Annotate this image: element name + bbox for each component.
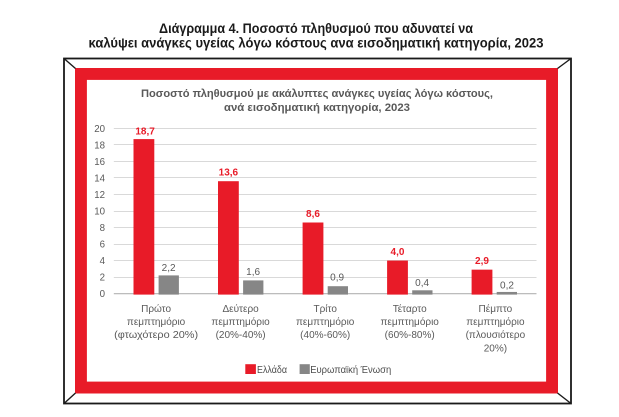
svg-text:πεμπτημόριο: πεμπτημόριο bbox=[381, 316, 440, 328]
svg-text:0,2: 0,2 bbox=[500, 281, 514, 292]
svg-text:0: 0 bbox=[100, 289, 106, 300]
svg-text:πεμπτημόριο: πεμπτημόριο bbox=[127, 316, 186, 328]
svg-text:πεμπτημόριο: πεμπτημόριο bbox=[211, 316, 270, 328]
svg-text:12: 12 bbox=[94, 190, 105, 201]
svg-text:Δεύτερο: Δεύτερο bbox=[222, 303, 259, 315]
svg-text:16: 16 bbox=[94, 157, 105, 168]
svg-text:Πέμπτο: Πέμπτο bbox=[479, 303, 513, 315]
svg-text:Ελλάδα: Ελλάδα bbox=[257, 364, 287, 376]
svg-text:0,9: 0,9 bbox=[330, 272, 344, 283]
svg-text:(40%-60%): (40%-60%) bbox=[300, 330, 350, 341]
svg-text:1,6: 1,6 bbox=[246, 267, 260, 278]
svg-text:καλύψει ανάγκες υγείας λόγω κό: καλύψει ανάγκες υγείας λόγω κόστους ανα … bbox=[89, 35, 544, 50]
svg-text:(φτωχότερο 20%): (φτωχότερο 20%) bbox=[114, 329, 198, 341]
svg-text:(20%-40%): (20%-40%) bbox=[216, 330, 266, 341]
svg-text:20%): 20%) bbox=[484, 343, 507, 354]
svg-text:0,4: 0,4 bbox=[415, 278, 429, 289]
svg-text:6: 6 bbox=[100, 240, 105, 251]
svg-text:18,7: 18,7 bbox=[135, 127, 155, 138]
svg-text:(πλουσιότερο: (πλουσιότερο bbox=[466, 329, 526, 341]
svg-text:Ποσοστό πληθυσμού με ακάλυπτες: Ποσοστό πληθυσμού με ακάλυπτες ανάγκες υ… bbox=[141, 88, 493, 100]
svg-text:ανά εισοδηματική κατηγορία, 20: ανά εισοδηματική κατηγορία, 2023 bbox=[224, 102, 410, 114]
svg-text:18: 18 bbox=[94, 141, 105, 152]
svg-text:πεμπτημόριο: πεμπτημόριο bbox=[296, 316, 355, 328]
svg-text:14: 14 bbox=[94, 174, 105, 185]
svg-text:13,6: 13,6 bbox=[219, 168, 239, 179]
svg-text:Τρίτο: Τρίτο bbox=[314, 303, 338, 315]
svg-text:8,6: 8,6 bbox=[306, 209, 320, 220]
svg-text:10: 10 bbox=[94, 207, 105, 218]
svg-text:Τέταρτο: Τέταρτο bbox=[393, 303, 427, 315]
svg-text:20: 20 bbox=[94, 124, 105, 135]
svg-text:4,0: 4,0 bbox=[391, 247, 405, 258]
svg-text:Διάγραμμα 4. Ποσοστό πληθυσμού: Διάγραμμα 4. Ποσοστό πληθυσμού που αδυνα… bbox=[159, 21, 474, 36]
svg-text:2: 2 bbox=[100, 273, 105, 284]
svg-text:πεμπτημόριο: πεμπτημόριο bbox=[466, 316, 525, 328]
svg-text:2,9: 2,9 bbox=[475, 256, 489, 267]
svg-text:(60%-80%): (60%-80%) bbox=[385, 330, 435, 341]
svg-text:Πρώτο: Πρώτο bbox=[141, 303, 171, 315]
svg-text:8: 8 bbox=[100, 223, 105, 234]
svg-text:4: 4 bbox=[100, 256, 106, 267]
svg-text:Ευρωπαϊκή Ένωση: Ευρωπαϊκή Ένωση bbox=[310, 364, 391, 376]
svg-text:2,2: 2,2 bbox=[162, 263, 176, 274]
